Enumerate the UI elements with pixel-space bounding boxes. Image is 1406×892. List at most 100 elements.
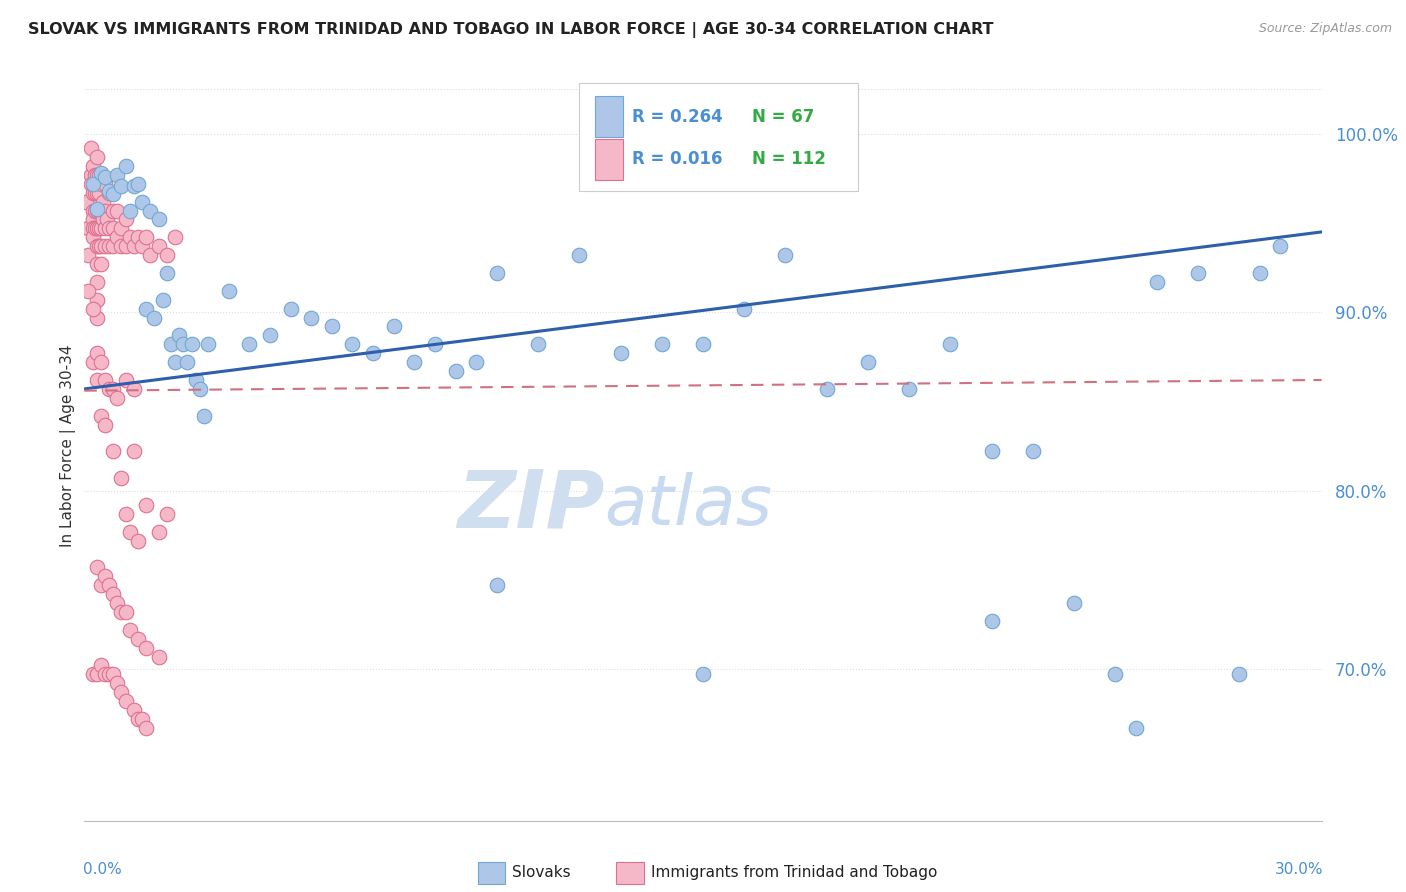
Point: [143, 310, 166, 325]
Point: [86, 221, 108, 235]
Point: [82, 212, 104, 227]
Point: [238, 337, 260, 351]
Point: [156, 248, 179, 262]
Point: [733, 301, 755, 316]
Point: [83, 186, 105, 200]
Point: [105, 168, 128, 182]
Point: [193, 409, 215, 423]
Point: [90, 203, 112, 218]
Point: [148, 239, 170, 253]
Point: [98, 186, 121, 200]
Point: [692, 337, 714, 351]
Point: [856, 355, 879, 369]
Point: [86, 186, 108, 200]
Point: [86, 150, 108, 164]
Text: ZIP: ZIP: [457, 467, 605, 545]
Point: [103, 382, 125, 396]
Point: [103, 587, 125, 601]
Point: [103, 239, 125, 253]
Point: [184, 373, 207, 387]
Point: [815, 382, 838, 396]
Point: [98, 382, 121, 396]
Point: [94, 221, 117, 235]
Point: [148, 212, 170, 227]
Point: [77, 221, 100, 235]
Point: [79, 168, 101, 182]
Bar: [478, 862, 505, 884]
Point: [167, 328, 190, 343]
Point: [114, 212, 136, 227]
Point: [114, 694, 136, 708]
Point: [568, 248, 591, 262]
Text: 0.0%: 0.0%: [83, 862, 122, 877]
Point: [86, 203, 108, 218]
Point: [131, 194, 153, 209]
Point: [404, 355, 426, 369]
Point: [110, 221, 132, 235]
Point: [98, 221, 121, 235]
Point: [86, 667, 108, 681]
Point: [1227, 667, 1250, 681]
Point: [79, 141, 101, 155]
Point: [91, 194, 114, 209]
Point: [135, 498, 157, 512]
Point: [94, 373, 117, 387]
Point: [90, 177, 112, 191]
Point: [188, 382, 211, 396]
Point: [131, 239, 153, 253]
Point: [898, 382, 921, 396]
Point: [96, 212, 118, 227]
Point: [82, 667, 104, 681]
Point: [114, 159, 136, 173]
Point: [114, 373, 136, 387]
Point: [94, 169, 117, 184]
Point: [86, 275, 108, 289]
Point: [321, 319, 343, 334]
Point: [118, 524, 141, 539]
Text: R = 0.264: R = 0.264: [633, 108, 723, 126]
Point: [1063, 596, 1085, 610]
Point: [94, 239, 117, 253]
Point: [299, 310, 322, 325]
Point: [259, 328, 281, 343]
Point: [342, 337, 364, 351]
Text: atlas: atlas: [605, 473, 772, 540]
Text: R = 0.016: R = 0.016: [633, 150, 723, 169]
Point: [105, 676, 128, 690]
Point: [1125, 721, 1147, 735]
Point: [1270, 239, 1292, 253]
Point: [197, 337, 219, 351]
Point: [90, 257, 112, 271]
Point: [114, 605, 136, 619]
Point: [118, 623, 141, 637]
Point: [156, 266, 179, 280]
Point: [90, 221, 112, 235]
Point: [152, 293, 174, 307]
Point: [75, 194, 97, 209]
Point: [90, 409, 112, 423]
Point: [110, 178, 132, 193]
Point: [160, 337, 183, 351]
FancyBboxPatch shape: [579, 83, 858, 191]
Point: [382, 319, 405, 334]
Point: [110, 471, 132, 485]
Point: [423, 337, 446, 351]
Point: [105, 391, 128, 405]
Point: [980, 444, 1002, 458]
Point: [90, 166, 112, 180]
Point: [165, 355, 187, 369]
Point: [94, 667, 117, 681]
Point: [91, 212, 114, 227]
Point: [485, 266, 508, 280]
Point: [485, 578, 508, 592]
Point: [87, 221, 110, 235]
Point: [127, 632, 149, 646]
Point: [135, 721, 157, 735]
Point: [609, 346, 631, 360]
Point: [90, 658, 112, 673]
Point: [118, 230, 141, 244]
Point: [86, 202, 108, 216]
Point: [105, 596, 128, 610]
Point: [122, 444, 145, 458]
Point: [1104, 667, 1126, 681]
